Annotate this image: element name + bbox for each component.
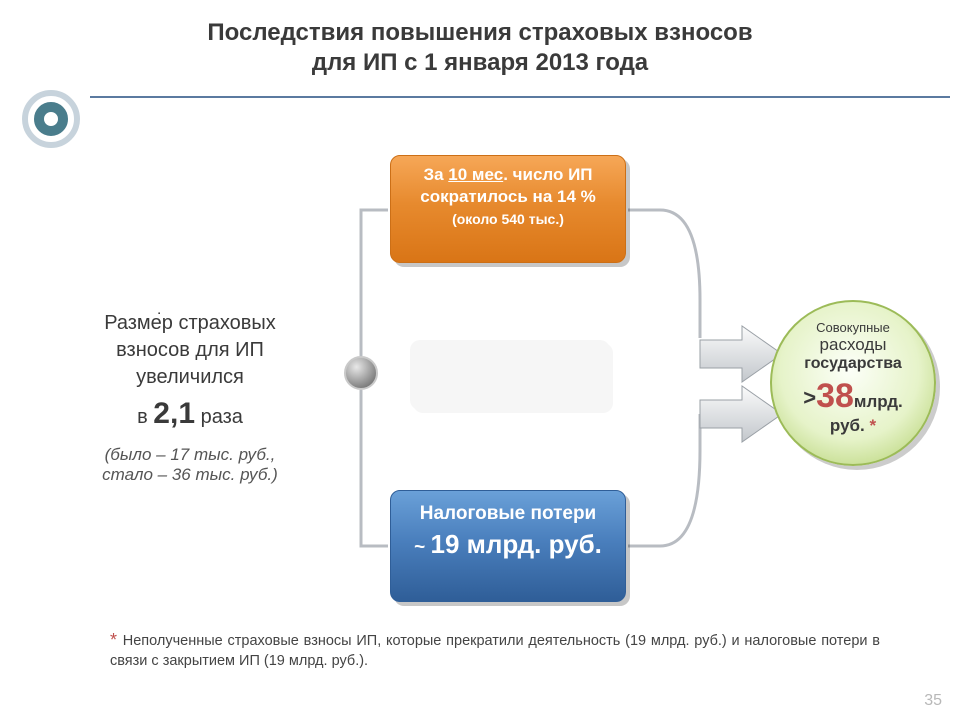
header-rule <box>90 96 950 98</box>
green-circle: Совокупные расходы государства >38млрд. … <box>770 300 936 466</box>
gc-l1: Совокупные <box>772 320 934 335</box>
ob-2: 10 мес <box>448 165 503 184</box>
gc-l2: расходы <box>772 335 934 355</box>
faded-box <box>410 340 610 410</box>
footnote-text: Неполученные страховые взносы ИП, которы… <box>110 633 880 669</box>
page-title: Последствия повышения страховых взносов … <box>0 0 960 86</box>
bb-l1: Налоговые потери <box>401 501 615 527</box>
page-number: 35 <box>924 692 942 710</box>
mult-pre: в <box>137 406 153 428</box>
blue-box: Налоговые потери ~ 19 млрд. руб. <box>390 490 626 602</box>
footnote: * Неполученные страховые взносы ИП, кото… <box>110 628 880 672</box>
center-node-icon <box>344 356 378 390</box>
lt-c: увеличился <box>136 366 244 388</box>
bullet-ring-icon <box>20 88 82 150</box>
gc-gt: > <box>803 385 816 410</box>
left-text-block: Размер страховых взносов для ИП увеличил… <box>50 310 330 485</box>
mult-suf: раза <box>195 406 243 428</box>
bb-big: 19 млрд. руб. <box>431 529 602 559</box>
ob-4: (около 540 тыс.) <box>452 211 564 227</box>
bb-pre: ~ <box>414 537 430 558</box>
gc-unit: млрд. <box>854 392 903 411</box>
gc-num: 38 <box>816 377 854 415</box>
footnote-asterisk: * <box>110 630 123 650</box>
lt-a: Размер страховых <box>104 312 276 334</box>
gc-star: * <box>865 416 876 435</box>
sub-a: (было – 17 тыс. руб., <box>105 445 276 464</box>
title-line1: Последствия повышения страховых взносов <box>207 19 752 46</box>
stray-dot: ˙ <box>157 310 163 331</box>
gc-rub: руб. <box>830 416 865 435</box>
orange-box: За 10 мес. число ИП сократилось на 14 % … <box>390 155 626 263</box>
ob-1: За <box>423 165 448 184</box>
mult-val: 2,1 <box>153 397 195 430</box>
lt-b: взносов для ИП <box>116 339 264 361</box>
title-line2: для ИП с 1 января 2013 года <box>312 49 648 76</box>
sub-b: стало – 36 тыс. руб.) <box>102 465 278 484</box>
gc-l3: государства <box>772 355 934 373</box>
